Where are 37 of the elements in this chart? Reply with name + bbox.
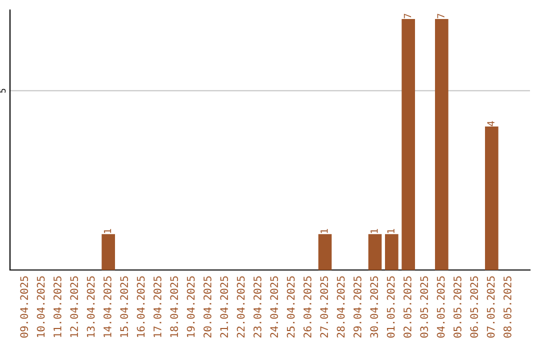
x-tick-label: 21.04.2025 [220, 276, 228, 338]
data-label: 1 [370, 228, 378, 233]
x-tick-label: 22.04.2025 [236, 276, 245, 338]
data-label: 1 [320, 228, 328, 233]
x-tick-label: 20.04.2025 [204, 276, 212, 338]
x-tick-label: 03.05.2025 [420, 276, 428, 338]
x-tick-label: 13.04.2025 [86, 276, 95, 338]
x-tick-label: 28.04.2025 [336, 276, 345, 338]
data-label: 7 [404, 14, 412, 18]
x-tick-label: 14.04.2025 [104, 276, 112, 338]
x-tick-label: 17.04.2025 [154, 276, 162, 338]
x-tick-label: 08.05.2025 [504, 276, 512, 338]
data-label: 7 [437, 14, 444, 18]
x-tick-label: 24.04.2025 [270, 276, 278, 338]
x-tick-label: 26.04.2025 [304, 276, 312, 338]
data-label: 4 [487, 121, 494, 126]
x-tick-label: 02.05.2025 [404, 276, 412, 338]
x-tick-label: 27.04.2025 [320, 276, 328, 338]
x-tick-label: 30.04.2025 [370, 276, 378, 338]
x-tick-label: 23.04.2025 [254, 276, 262, 338]
x-tick-label: 18.04.2025 [170, 276, 178, 338]
x-tick-label: 07.05.2025 [486, 276, 495, 338]
x-tick-label: 10.04.2025 [36, 276, 45, 338]
x-tick-label: 04.05.2025 [436, 276, 445, 338]
data-label: 1 [104, 228, 112, 233]
x-tick-label: 09.04.2025 [20, 276, 28, 338]
x-tick-label: 19.04.2025 [186, 276, 195, 338]
x-tick-label: 11.04.2025 [54, 276, 62, 338]
x-tick-label: 25.04.2025 [286, 276, 295, 338]
x-tick-label: 05.05.2025 [454, 276, 462, 338]
x-tick-label: 12.04.2025 [70, 276, 78, 338]
x-tick-label: 29.04.2025 [354, 276, 362, 338]
x-tick-label: 16.04.2025 [136, 276, 145, 338]
data-label: 1 [387, 228, 394, 233]
x-tick-label: 15.04.2025 [120, 276, 128, 338]
x-tick-label: 06.05.2025 [470, 276, 478, 338]
x-tick-label: 01.05.2025 [386, 276, 395, 338]
